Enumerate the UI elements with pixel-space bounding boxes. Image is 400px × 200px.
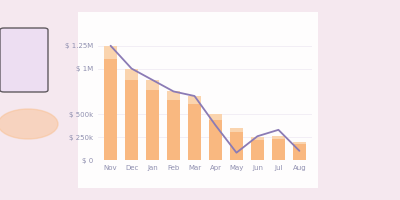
Bar xyxy=(104,59,117,160)
Bar xyxy=(188,96,201,104)
Bar xyxy=(230,132,243,160)
Bar xyxy=(251,140,264,160)
Bar xyxy=(293,142,306,144)
Bar xyxy=(125,69,138,80)
Bar xyxy=(209,114,222,120)
Bar xyxy=(104,46,117,59)
Bar xyxy=(272,139,285,160)
Bar xyxy=(209,120,222,160)
Bar xyxy=(146,80,159,90)
Bar xyxy=(146,90,159,160)
Bar xyxy=(125,80,138,160)
Bar xyxy=(167,91,180,100)
Bar xyxy=(167,100,180,160)
Bar xyxy=(272,136,285,139)
Bar xyxy=(188,104,201,160)
Bar xyxy=(230,128,243,132)
Bar xyxy=(293,144,306,160)
Bar xyxy=(251,137,264,140)
